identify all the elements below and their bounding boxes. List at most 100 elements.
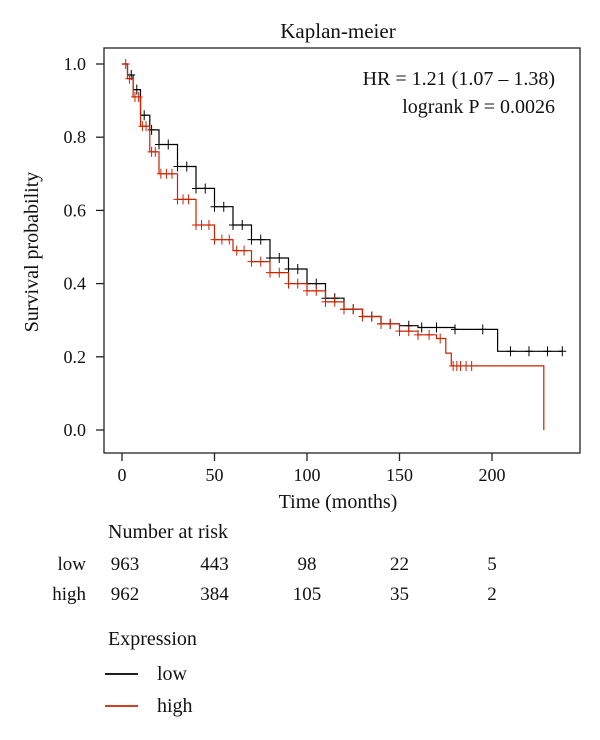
censor-mark-high-29 [312, 285, 321, 296]
risk-value-high-1: 384 [200, 584, 229, 605]
censor-mark-low-12 [229, 220, 237, 231]
risk-value-low-3: 22 [390, 554, 409, 575]
censor-mark-high-5 [142, 121, 151, 132]
censor-mark-low-9 [201, 183, 210, 194]
censor-mark-high-13 [184, 194, 193, 205]
censor-mark-high-15 [197, 220, 206, 231]
censor-mark-high-24 [266, 267, 274, 278]
censor-mark-low-13 [238, 220, 247, 231]
censor-mark-high-3 [134, 91, 143, 102]
x-tick-label-0: 0 [118, 465, 127, 485]
y-tick-label-4: 0.8 [64, 127, 87, 147]
axes-layer: 0 50 100 150 200 0.0 0.2 0.4 0.6 0.8 1.0 [64, 54, 506, 485]
risk-value-high-3: 35 [390, 584, 409, 605]
censor-mark-low-11 [219, 201, 228, 212]
y-tick-label-1: 0.2 [64, 347, 87, 367]
censor-mark-high-19 [225, 234, 234, 245]
censor-mark-low-37 [543, 346, 552, 357]
censor-mark-high-39 [404, 326, 413, 337]
censor-mark-high-30 [321, 296, 330, 307]
x-tick-label-1: 50 [206, 465, 224, 485]
censor-mark-low-7 [182, 161, 191, 172]
censor-mark-low-38 [558, 346, 567, 357]
censor-mark-high-47 [467, 360, 476, 371]
x-tick-label-3: 150 [386, 465, 413, 485]
censor-mark-low-14 [247, 234, 256, 245]
censor-mark-high-31 [330, 296, 339, 307]
censor-mark-high-35 [367, 311, 376, 322]
censor-mark-low-6 [173, 161, 182, 172]
censor-mark-high-22 [247, 256, 256, 267]
x-tick-label-2: 100 [294, 465, 321, 485]
logrank-annotation: logrank P = 0.0026 [402, 96, 555, 118]
x-axis-label: Time (months) [279, 491, 398, 513]
censor-mark-high-27 [293, 278, 302, 289]
censor-mark-low-1 [132, 84, 141, 95]
legend-title: Expression [108, 628, 197, 650]
censor-mark-low-2 [140, 110, 149, 121]
censor-mark-low-33 [451, 324, 459, 335]
censor-mark-high-20 [232, 245, 241, 256]
y-tick-label-3: 0.6 [64, 200, 87, 220]
censor-mark-low-3 [147, 124, 156, 135]
censor-mark-low-36 [525, 346, 533, 357]
censor-mark-high-23 [256, 256, 265, 267]
risk-value-low-4: 5 [487, 554, 497, 575]
censor-mark-high-7 [151, 146, 160, 157]
series-layer [121, 59, 567, 430]
plot-frame [103, 47, 581, 454]
series-line-high [122, 63, 545, 430]
censor-mark-low-4 [155, 139, 163, 150]
censor-mark-low-10 [210, 201, 219, 212]
x-tick-label-4: 200 [479, 465, 506, 485]
risk-value-low-1: 443 [200, 554, 229, 575]
risk-row-label-high: high [52, 584, 86, 605]
censor-mark-low-19 [293, 263, 302, 274]
censor-mark-high-17 [210, 234, 219, 245]
risk-value-low-0: 963 [111, 554, 140, 575]
censor-mark-low-5 [164, 139, 173, 150]
censor-mark-high-21 [240, 245, 249, 256]
y-tick-label-2: 0.4 [64, 274, 87, 294]
censor-mark-high-0 [121, 59, 130, 69]
censor-mark-high-18 [217, 234, 226, 245]
legend-label-low: low [157, 663, 188, 685]
y-tick-label-0: 0.0 [64, 420, 87, 440]
censor-mark-high-36 [377, 318, 385, 329]
risk-value-high-0: 962 [111, 584, 140, 605]
risk-table: low 963 443 98 22 5 high 962 384 105 35 2 [52, 554, 497, 605]
risk-value-high-4: 2 [487, 584, 497, 605]
hazard-ratio-annotation: HR = 1.21 (1.07 – 1.38) [363, 68, 555, 90]
risk-value-high-2: 105 [293, 584, 322, 605]
risk-table-title: Number at risk [108, 521, 228, 543]
y-axis-label: Survival probability [21, 172, 43, 333]
censor-mark-low-17 [275, 252, 284, 263]
censor-mark-high-26 [284, 278, 293, 289]
risk-row-label-low: low [58, 554, 87, 575]
censor-mark-high-38 [395, 326, 404, 337]
censor-mark-high-32 [340, 304, 348, 315]
censor-mark-low-31 [417, 322, 426, 333]
y-tick-label-5: 1.0 [64, 54, 87, 74]
censor-mark-high-10 [167, 168, 176, 179]
censor-mark-high-42 [436, 333, 445, 344]
censor-mark-high-16 [204, 220, 213, 231]
censor-mark-high-25 [275, 267, 284, 278]
censor-mark-high-37 [386, 318, 395, 329]
censor-mark-low-35 [506, 346, 515, 357]
censor-mark-high-28 [303, 285, 311, 296]
censor-mark-low-15 [256, 234, 265, 245]
censor-mark-high-34 [358, 311, 367, 322]
legend: low high [105, 663, 193, 717]
censor-mark-high-41 [425, 329, 434, 340]
censor-mark-high-33 [349, 304, 358, 315]
legend-label-high: high [157, 695, 193, 717]
censor-mark-high-40 [414, 329, 422, 340]
chart-title: Kaplan-meier [280, 19, 395, 43]
censor-mark-high-1 [125, 73, 134, 84]
risk-value-low-2: 98 [298, 554, 317, 575]
censor-mark-low-34 [478, 324, 487, 335]
censor-marks-high [121, 59, 476, 371]
censor-mark-low-8 [192, 183, 200, 194]
